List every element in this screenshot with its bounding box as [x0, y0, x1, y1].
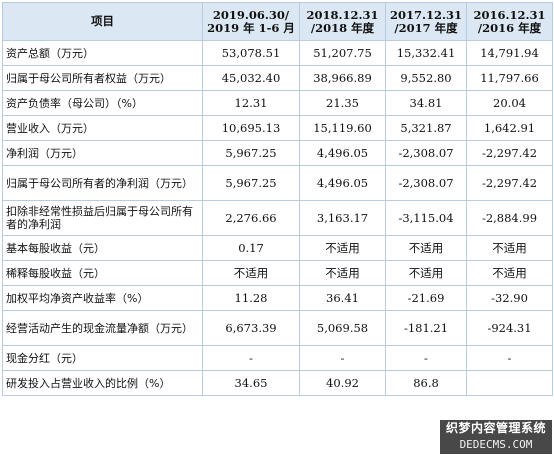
cell-value: -21.69 [385, 285, 467, 311]
row-label: 现金分红（元） [2, 345, 203, 371]
cell-value: -2,884.99 [466, 200, 553, 236]
header-2017: 2017.12.31 /2017 年度 [385, 2, 467, 41]
cell-value: 4,496.05 [299, 140, 386, 166]
cell-value: 51,207.75 [299, 40, 386, 66]
row-label: 净利润（万元） [2, 140, 203, 166]
cell-value: 14,791.94 [466, 40, 553, 66]
cell-value: 5,967.25 [202, 165, 300, 201]
cell-value: 45,032.40 [202, 65, 300, 91]
cell-value: - [385, 345, 467, 371]
header-2018-text: 2018.12.31 /2018 年度 [306, 7, 379, 35]
header-2016: 2016.12.31 /2016 年度 [466, 2, 553, 41]
cell-value: 5,321.87 [385, 115, 467, 141]
cell-value: - [466, 345, 553, 371]
cell-value: 2,276.66 [202, 200, 300, 236]
row-label: 归属于母公司所有者权益（万元） [2, 65, 203, 91]
cell-value: 不适用 [299, 235, 386, 261]
cell-value: 5,069.58 [299, 310, 386, 346]
cell-value: 11,797.66 [466, 65, 553, 91]
cell-value: 15,119.60 [299, 115, 386, 141]
table-row: 研发投入占营业收入的比例（%） 34.65 40.92 86.8 [2, 370, 553, 396]
cell-value: -181.21 [385, 310, 467, 346]
cell-value: 86.8 [385, 370, 467, 396]
table-row: 资产总额（万元） 53,078.51 51,207.75 15,332.41 1… [2, 40, 553, 66]
cell-value: 40.92 [299, 370, 386, 396]
cell-value: -32.90 [466, 285, 553, 311]
table-row: 归属于母公司所有者的净利润（万元） 5,967.25 4,496.05 -2,3… [2, 165, 553, 201]
row-label: 研发投入占营业收入的比例（%） [2, 370, 203, 396]
cell-value: 3,163.17 [299, 200, 386, 236]
cell-value: - [202, 345, 300, 371]
cell-value: -2,308.07 [385, 140, 467, 166]
cell-value: 不适用 [299, 260, 386, 286]
row-label: 加权平均净资产收益率（%） [2, 285, 203, 311]
row-label: 扣除非经常性损益后归属于母公司所有者的净利润 [2, 200, 203, 236]
cell-value: 4,496.05 [299, 165, 386, 201]
table-row: 经营活动产生的现金流量净额（万元） 6,673.39 5,069.58 -181… [2, 310, 553, 346]
header-2017-text: 2017.12.31 /2017 年度 [389, 7, 463, 35]
cell-value: 10,695.13 [202, 115, 300, 141]
cell-value: 不适用 [466, 235, 553, 261]
header-item: 项目 [2, 2, 203, 41]
row-label: 资产负债率（母公司）（%） [2, 90, 203, 116]
cell-value: - [299, 345, 386, 371]
cell-value: -2,297.42 [466, 165, 553, 201]
table-row: 扣除非经常性损益后归属于母公司所有者的净利润 2,276.66 3,163.17… [2, 200, 553, 236]
cell-value: 不适用 [385, 260, 467, 286]
cell-value: 21.35 [299, 90, 386, 116]
table-row: 加权平均净资产收益率（%） 11.28 36.41 -21.69 -32.90 [2, 285, 553, 311]
cell-value: 不适用 [466, 260, 553, 286]
row-label: 基本每股收益（元） [2, 235, 203, 261]
header-2019h1: 2019.06.30/ 2019 年 1-6 月 [202, 2, 300, 41]
header-2016-text: 2016.12.31 /2016 年度 [473, 7, 546, 35]
cell-value: 36.41 [299, 285, 386, 311]
cell-value: -2,308.07 [385, 165, 467, 201]
cell-value: 15,332.41 [385, 40, 467, 66]
watermark-title: 织梦内容管理系统 [445, 421, 546, 435]
cell-value: 6,673.39 [202, 310, 300, 346]
cell-value: 不适用 [202, 260, 300, 286]
cell-value: 38,966.89 [299, 65, 386, 91]
header-2018: 2018.12.31 /2018 年度 [299, 2, 386, 41]
cell-value: -3,115.04 [385, 200, 467, 236]
table-row: 净利润（万元） 5,967.25 4,496.05 -2,308.07 -2,2… [2, 140, 553, 166]
cell-value: 5,967.25 [202, 140, 300, 166]
cell-value: 0.17 [202, 235, 300, 261]
cell-value: 12.31 [202, 90, 300, 116]
table-row: 资产负债率（母公司）（%） 12.31 21.35 34.81 20.04 [2, 90, 553, 116]
cell-value: 34.65 [202, 370, 300, 396]
watermark-domain: DEDECMS.COM [459, 438, 533, 451]
cell-value: 20.04 [466, 90, 553, 116]
watermark-badge: 织梦内容管理系统 DEDECMS.COM [440, 420, 552, 454]
table-row: 现金分红（元） - - - - [2, 345, 553, 371]
cell-value [466, 370, 553, 396]
row-label: 资产总额（万元） [2, 40, 203, 66]
table-row: 稀释每股收益（元） 不适用 不适用 不适用 不适用 [2, 260, 553, 286]
table-row: 归属于母公司所有者权益（万元） 45,032.40 38,966.89 9,55… [2, 65, 553, 91]
cell-value: 9,552.80 [385, 65, 467, 91]
table-row: 基本每股收益（元） 0.17 不适用 不适用 不适用 [2, 235, 553, 261]
cell-value: 34.81 [385, 90, 467, 116]
row-label: 经营活动产生的现金流量净额（万元） [2, 310, 203, 346]
header-2019h1-text: 2019.06.30/ 2019 年 1-6 月 [207, 7, 295, 35]
row-label: 营业收入（万元） [2, 115, 203, 141]
cell-value: 53,078.51 [202, 40, 300, 66]
table-header-row: 项目 2019.06.30/ 2019 年 1-6 月 2018.12.31 /… [2, 2, 553, 41]
row-label: 稀释每股收益（元） [2, 260, 203, 286]
cell-value: -924.31 [466, 310, 553, 346]
cell-value: 1,642.91 [466, 115, 553, 141]
cell-value: 不适用 [385, 235, 467, 261]
cell-value: 11.28 [202, 285, 300, 311]
financial-table: 项目 2019.06.30/ 2019 年 1-6 月 2018.12.31 /… [2, 2, 553, 396]
table-row: 营业收入（万元） 10,695.13 15,119.60 5,321.87 1,… [2, 115, 553, 141]
cell-value: -2,297.42 [466, 140, 553, 166]
row-label: 归属于母公司所有者的净利润（万元） [2, 165, 203, 201]
